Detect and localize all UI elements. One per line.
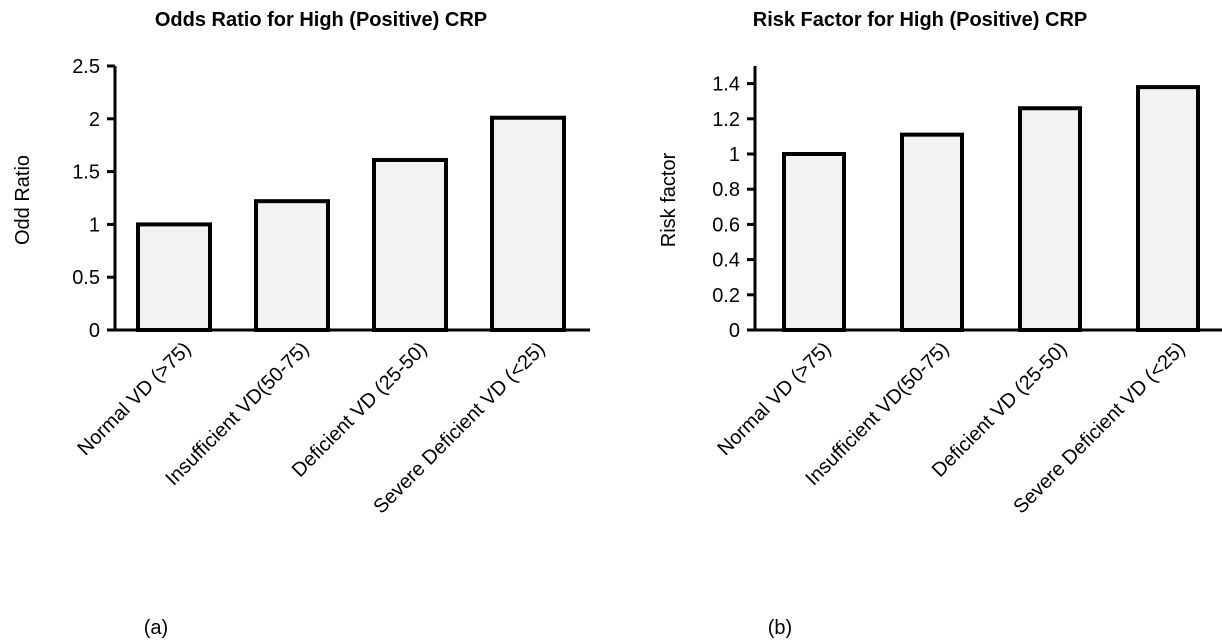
- y-tick-label: 0.2: [712, 285, 740, 307]
- y-tick-label: 1.4: [712, 74, 740, 96]
- y-tick-label: 2: [89, 109, 100, 131]
- bar: [254, 199, 330, 332]
- bar: [136, 222, 212, 332]
- bar: [1018, 106, 1082, 332]
- x-category-label: Normal VD (>75): [713, 338, 835, 460]
- bar: [1136, 85, 1200, 333]
- bar: [490, 115, 566, 332]
- panel-odds-ratio: Odds Ratio for High (Positive) CRP Odd R…: [12, 9, 590, 639]
- y-tick-label: 1: [89, 214, 100, 236]
- y-axis-label: Odd Ratio: [12, 155, 34, 245]
- bar: [782, 152, 846, 332]
- panel-risk-factor: Risk Factor for High (Positive) CRP Risk…: [658, 9, 1222, 639]
- panel-caption: (b): [768, 617, 792, 639]
- y-axis-label: Risk factor: [658, 152, 680, 247]
- y-tick-label: 0.6: [712, 214, 740, 236]
- bar: [372, 157, 448, 332]
- y-tick-label: 2.5: [72, 56, 100, 78]
- y-tick-label: 0: [89, 320, 100, 342]
- panel-caption: (a): [144, 617, 168, 639]
- x-category-label: Deficient VD (25-50): [288, 338, 432, 482]
- bar: [900, 132, 964, 332]
- chart-title: Risk Factor for High (Positive) CRP: [753, 9, 1088, 31]
- y-tick-label: 0.4: [712, 250, 740, 272]
- y-tick-label: 0.5: [72, 267, 100, 289]
- y-tick-label: 1.5: [72, 162, 100, 184]
- x-category-label: Normal VD (>75): [73, 338, 195, 460]
- y-tick-label: 1.2: [712, 109, 740, 131]
- y-tick-label: 1: [729, 144, 740, 166]
- y-tick-label: 0.8: [712, 179, 740, 201]
- x-category-label: Deficient VD (25-50): [928, 338, 1072, 482]
- chart-title: Odds Ratio for High (Positive) CRP: [155, 9, 487, 31]
- y-tick-label: 0: [729, 320, 740, 342]
